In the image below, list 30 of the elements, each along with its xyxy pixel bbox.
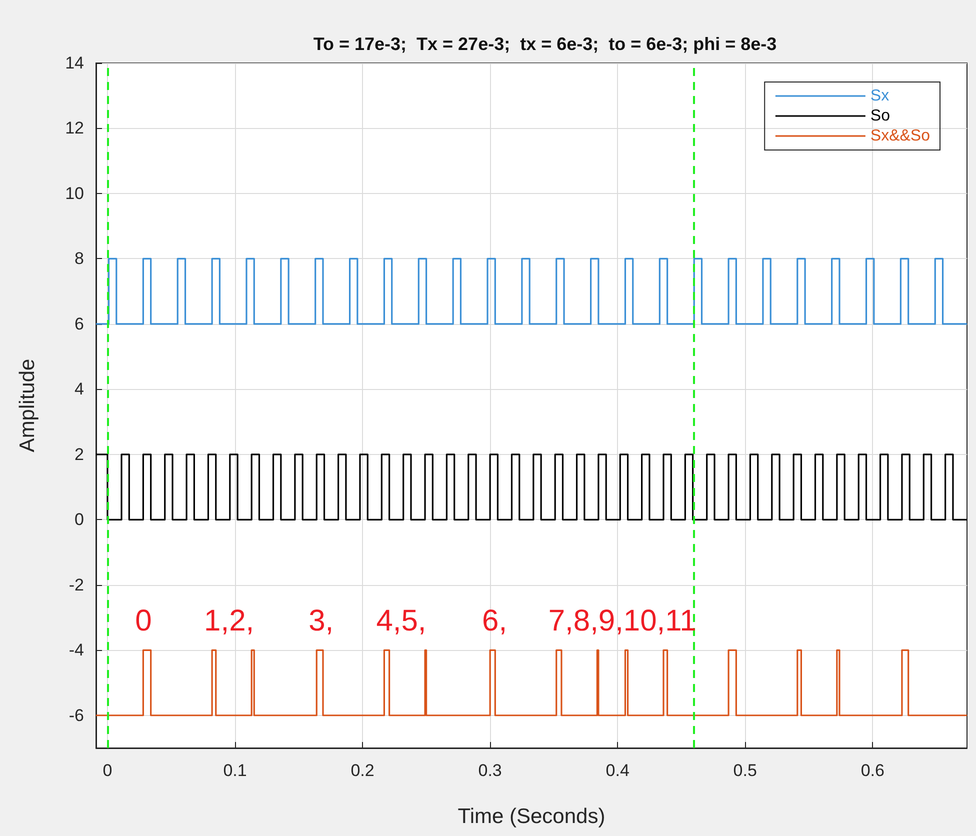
annotation: 7,8,9,10,11 — [548, 604, 696, 638]
annotation: 1,2, — [204, 604, 254, 638]
y-tick-label: 14 — [65, 54, 84, 72]
y-tick-label: 4 — [74, 380, 84, 399]
y-tick-label: 0 — [74, 510, 84, 530]
chart-title: To = 17e-3; Tx = 27e-3; tx = 6e-3; to = 6e-3; phi = 8e-3 — [313, 34, 777, 54]
y-tick-label: -6 — [68, 706, 84, 725]
x-tick-label: 0.5 — [733, 761, 757, 780]
x-tick-label: 0 — [102, 761, 112, 780]
x-tick-label: 0.2 — [350, 761, 374, 780]
text: So — [870, 108, 890, 124]
y-tick-label: 8 — [74, 249, 84, 268]
y-tick-label: 12 — [65, 118, 84, 138]
y-tick-label: 10 — [65, 184, 84, 203]
annotation: 3, — [308, 604, 334, 638]
annotation: 6, — [482, 604, 508, 638]
y-tick-label: -4 — [68, 640, 84, 660]
y-tick-label: -2 — [68, 575, 84, 594]
x-tick-label: 0.4 — [606, 761, 630, 780]
y-tick-label: 6 — [74, 314, 84, 334]
text: Sx&&So — [870, 128, 930, 144]
annotation: 4,5, — [376, 604, 426, 638]
y-tick-label: 2 — [74, 444, 84, 464]
x-tick-label: 0.6 — [860, 761, 884, 780]
text: Sx — [870, 88, 890, 104]
annotation: 0 — [135, 604, 152, 638]
x-tick-label: 0.3 — [478, 761, 502, 780]
x-tick-label: 0.1 — [223, 761, 247, 780]
x-axis-title: Time (Seconds) — [458, 805, 606, 828]
y-axis-title: Amplitude — [16, 358, 39, 452]
